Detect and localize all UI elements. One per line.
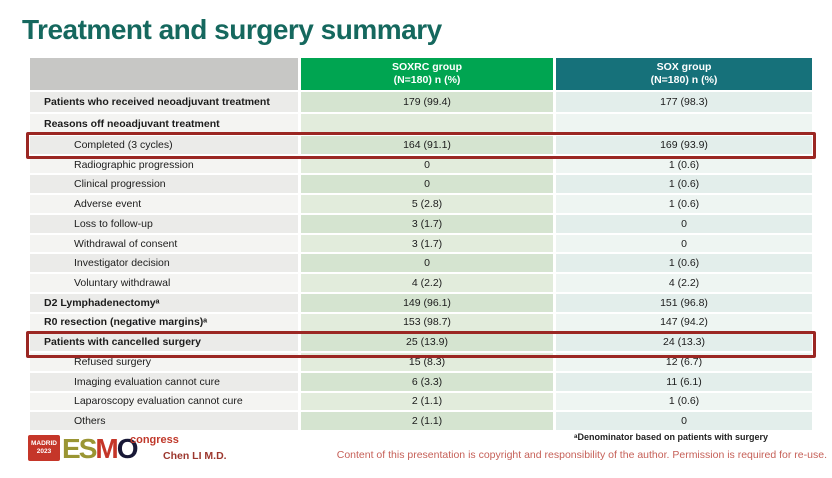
soxrc-value: 0: [298, 155, 553, 176]
sox-header-line1: SOX group: [656, 61, 712, 73]
row-label: Imaging evaluation cannot cure: [30, 372, 298, 393]
table-row: Patients who received neoadjuvant treatm…: [30, 92, 812, 114]
year-label: 2023: [36, 448, 52, 455]
table-row: Withdrawal of consent 3 (1.7) 0: [30, 234, 812, 255]
row-label: Laparoscopy evaluation cannot cure: [30, 392, 298, 413]
header-sox-group: SOX group (N=180) n (%): [553, 58, 812, 92]
row-label: R0 resection (negative margins)ᵃ: [30, 313, 298, 334]
sox-value: 0: [553, 234, 812, 255]
soxrc-value: 15 (8.3): [298, 353, 553, 373]
sox-value: 169 (93.9): [553, 136, 812, 156]
row-label: D2 Lymphadenectomyᵃ: [30, 293, 298, 314]
sox-value: 147 (94.2): [553, 313, 812, 334]
soxrc-value: 2 (1.1): [298, 392, 553, 413]
soxrc-value: 149 (96.1): [298, 293, 553, 314]
table-row: Investigator decision 0 1 (0.6): [30, 254, 812, 275]
presenter-name: Chen LI M.D.: [163, 450, 227, 462]
soxrc-value: [298, 114, 553, 136]
table-row: Adverse event 5 (2.8) 1 (0.6): [30, 195, 812, 215]
sox-value: 0: [553, 214, 812, 235]
table-row: Radiographic progression 0 1 (0.6): [30, 155, 812, 176]
sox-value: 12 (6.7): [553, 353, 812, 373]
soxrc-value: 0: [298, 254, 553, 275]
sox-value: 1 (0.6): [553, 155, 812, 176]
table-row: Voluntary withdrawal 4 (2.2) 4 (2.2): [30, 274, 812, 294]
soxrc-value: 5 (2.8): [298, 195, 553, 215]
sox-value: 0: [553, 412, 812, 432]
sox-value: 24 (13.3): [553, 333, 812, 354]
sox-value: 1 (0.6): [553, 195, 812, 215]
soxrc-value: 4 (2.2): [298, 274, 553, 294]
esmo-letter-o: O: [116, 433, 139, 464]
row-label: Clinical progression: [30, 175, 298, 196]
madrid-2023-badge: MADRID 2023: [28, 435, 60, 461]
table-row: Loss to follow-up 3 (1.7) 0: [30, 214, 812, 235]
row-label: Patients who received neoadjuvant treatm…: [30, 92, 298, 114]
row-label: Patients with cancelled surgery: [30, 333, 298, 354]
page-title: Treatment and surgery summary: [22, 14, 442, 45]
row-label: Refused surgery: [30, 353, 298, 373]
soxrc-value: 3 (1.7): [298, 214, 553, 235]
row-label: Reasons off neoadjuvant treatment: [30, 114, 298, 136]
soxrc-value: 25 (13.9): [298, 333, 553, 354]
row-label: Adverse event: [30, 195, 298, 215]
row-label: Radiographic progression: [30, 155, 298, 176]
sox-value: 177 (98.3): [553, 92, 812, 114]
table-row: Clinical progression 0 1 (0.6): [30, 175, 812, 196]
copyright-notice: Content of this presentation is copyrigh…: [336, 449, 827, 461]
table-header-row: SOXRC group (N=180) n (%) SOX group (N=1…: [30, 58, 812, 92]
header-soxrc-group: SOXRC group (N=180) n (%): [298, 58, 553, 92]
row-label: Completed (3 cycles): [30, 136, 298, 156]
sox-value: [553, 114, 812, 136]
soxrc-value: 179 (99.4): [298, 92, 553, 114]
sox-value: 1 (0.6): [553, 392, 812, 413]
row-label: Voluntary withdrawal: [30, 274, 298, 294]
soxrc-value: 6 (3.3): [298, 372, 553, 393]
soxrc-value: 153 (98.7): [298, 313, 553, 334]
esmo-letter-m: M: [95, 433, 118, 464]
sox-value: 11 (6.1): [553, 372, 812, 393]
row-label: Investigator decision: [30, 254, 298, 275]
table-row: Others 2 (1.1) 0: [30, 412, 812, 432]
esmo-congress-logo: MADRID 2023 ESMO congress: [28, 433, 179, 464]
sox-value: 1 (0.6): [553, 175, 812, 196]
esmo-wordmark: ESMO: [62, 433, 139, 464]
sox-header-line2: (N=180) n (%): [650, 74, 718, 86]
sox-value: 1 (0.6): [553, 254, 812, 275]
table-row-highlighted: Completed (3 cycles) 164 (91.1) 169 (93.…: [30, 136, 812, 156]
congress-label: congress: [130, 434, 179, 446]
soxrc-value: 0: [298, 175, 553, 196]
soxrc-value: 2 (1.1): [298, 412, 553, 432]
denominator-footnote: ᵃDenominator based on patients with surg…: [574, 432, 768, 442]
table-row: Imaging evaluation cannot cure 6 (3.3) 1…: [30, 372, 812, 393]
sox-value: 4 (2.2): [553, 274, 812, 294]
table-row: Laparoscopy evaluation cannot cure 2 (1.…: [30, 392, 812, 413]
madrid-label: MADRID: [31, 440, 57, 447]
soxrc-value: 164 (91.1): [298, 136, 553, 156]
soxrc-header-line1: SOXRC group: [392, 61, 462, 73]
esmo-letter-e: E: [62, 433, 81, 464]
row-label: Loss to follow-up: [30, 214, 298, 235]
soxrc-value: 3 (1.7): [298, 234, 553, 255]
table-row: Refused surgery 15 (8.3) 12 (6.7): [30, 353, 812, 373]
row-label: Withdrawal of consent: [30, 234, 298, 255]
row-label: Others: [30, 412, 298, 432]
table-row: R0 resection (negative margins)ᵃ 153 (98…: [30, 313, 812, 334]
table-row: D2 Lymphadenectomyᵃ 149 (96.1) 151 (96.8…: [30, 293, 812, 314]
esmo-letter-s: S: [78, 433, 98, 464]
summary-table: SOXRC group (N=180) n (%) SOX group (N=1…: [26, 58, 816, 432]
sox-value: 151 (96.8): [553, 293, 812, 314]
soxrc-header-line2: (N=180) n (%): [393, 74, 461, 86]
header-empty-cell: [30, 58, 298, 92]
table-row-highlighted: Patients with cancelled surgery 25 (13.9…: [30, 333, 812, 354]
table-row: Reasons off neoadjuvant treatment: [30, 114, 812, 136]
